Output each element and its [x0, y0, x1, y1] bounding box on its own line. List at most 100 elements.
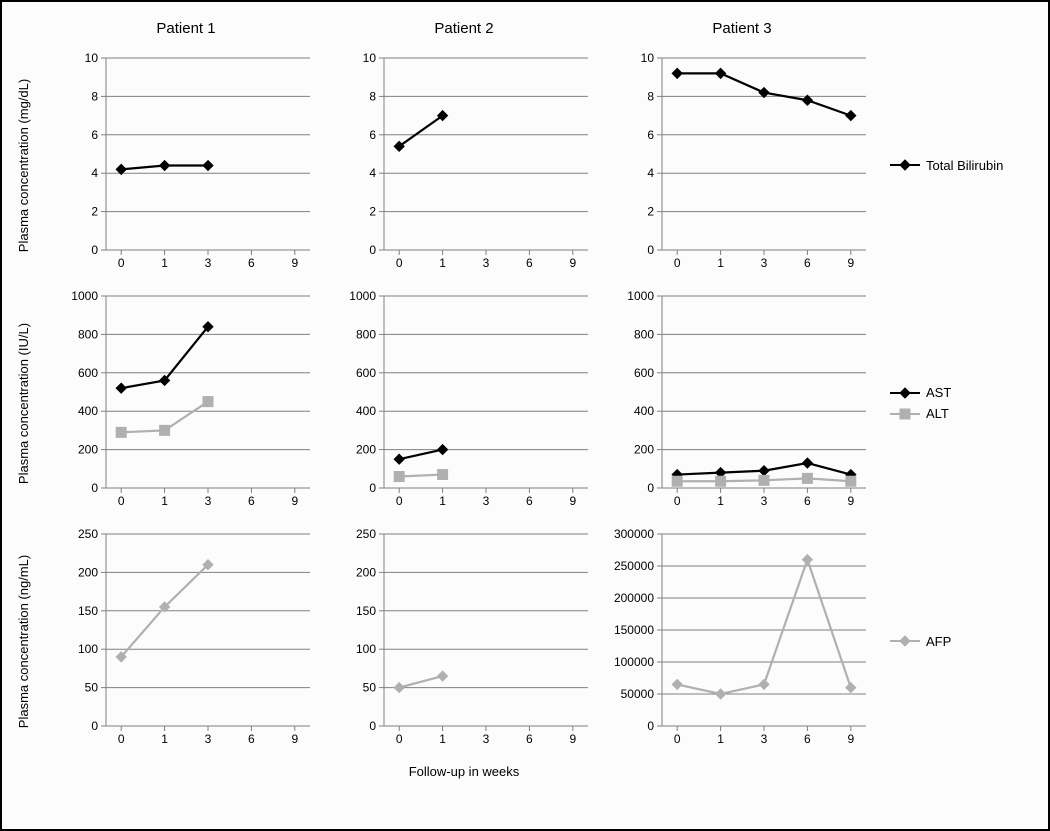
legend-row-3: AFP [890, 526, 1050, 756]
legend-label: Total Bilirubin [926, 158, 1003, 173]
svg-text:9: 9 [569, 494, 576, 508]
footer-spacer-1 [10, 764, 38, 794]
footer-spacer-3 [612, 764, 872, 794]
svg-text:200: 200 [356, 443, 376, 457]
svg-text:100: 100 [78, 642, 98, 656]
svg-text:100000: 100000 [614, 655, 654, 669]
col-title-3: Patient 3 [612, 20, 872, 37]
svg-text:6: 6 [647, 128, 654, 142]
svg-text:0: 0 [91, 719, 98, 733]
col-title-2: Patient 2 [334, 20, 594, 37]
svg-text:300000: 300000 [614, 527, 654, 541]
svg-text:0: 0 [369, 481, 376, 495]
svg-text:6: 6 [526, 732, 533, 746]
legend-swatch [890, 386, 920, 400]
svg-text:1: 1 [161, 256, 168, 270]
svg-text:600: 600 [634, 366, 654, 380]
svg-text:3: 3 [205, 256, 212, 270]
svg-text:1000: 1000 [71, 289, 98, 303]
svg-text:50: 50 [363, 681, 377, 695]
ylabel-row-3-text: Plasma concentration (ng/mL) [17, 554, 32, 727]
svg-text:1: 1 [161, 494, 168, 508]
svg-text:3: 3 [205, 732, 212, 746]
svg-text:800: 800 [634, 327, 654, 341]
svg-text:0: 0 [674, 256, 681, 270]
svg-text:4: 4 [647, 166, 654, 180]
svg-text:100: 100 [356, 642, 376, 656]
svg-text:1: 1 [439, 494, 446, 508]
svg-text:0: 0 [118, 494, 125, 508]
legend-item: ALT [890, 406, 1050, 421]
svg-text:6: 6 [804, 732, 811, 746]
chart-panel-r1-c1: 024681001369 [56, 50, 316, 280]
figure-container: Patient 1 Patient 2 Patient 3 Plasma con… [0, 0, 1050, 831]
svg-text:6: 6 [248, 256, 255, 270]
svg-text:0: 0 [369, 243, 376, 257]
svg-text:400: 400 [78, 404, 98, 418]
svg-text:50000: 50000 [621, 687, 655, 701]
svg-text:3: 3 [761, 732, 768, 746]
svg-text:9: 9 [569, 256, 576, 270]
header-right-spacer [890, 14, 1050, 42]
ylabel-row-2-text: Plasma concentration (IU/L) [17, 322, 32, 483]
x-axis-label: Follow-up in weeks [334, 764, 594, 779]
svg-text:9: 9 [847, 494, 854, 508]
svg-text:250: 250 [356, 527, 376, 541]
svg-text:800: 800 [356, 327, 376, 341]
svg-text:200: 200 [356, 565, 376, 579]
legend-swatch [890, 634, 920, 648]
ylabel-row-1-text: Plasma concentration (mg/dL) [17, 78, 32, 251]
svg-text:400: 400 [634, 404, 654, 418]
svg-text:10: 10 [85, 51, 99, 65]
svg-text:6: 6 [91, 128, 98, 142]
svg-text:2: 2 [91, 205, 98, 219]
svg-text:9: 9 [291, 494, 298, 508]
svg-text:9: 9 [569, 732, 576, 746]
svg-text:1000: 1000 [349, 289, 376, 303]
legend-item: Total Bilirubin [890, 158, 1050, 173]
chart-panel-r2-c2: 0200400600800100001369 [334, 288, 594, 518]
col-title-1: Patient 1 [56, 20, 316, 37]
legend-label: AST [926, 385, 951, 400]
legend-item: AST [890, 385, 1050, 400]
svg-text:200000: 200000 [614, 591, 654, 605]
svg-text:1: 1 [161, 732, 168, 746]
footer-spacer-4 [890, 764, 1050, 794]
svg-text:2: 2 [647, 205, 654, 219]
svg-text:8: 8 [647, 89, 654, 103]
svg-text:600: 600 [356, 366, 376, 380]
svg-text:0: 0 [91, 481, 98, 495]
svg-text:10: 10 [641, 51, 655, 65]
svg-text:0: 0 [674, 732, 681, 746]
svg-text:800: 800 [78, 327, 98, 341]
svg-text:10: 10 [363, 51, 377, 65]
svg-text:4: 4 [369, 166, 376, 180]
svg-text:3: 3 [483, 256, 490, 270]
svg-text:8: 8 [91, 89, 98, 103]
svg-text:9: 9 [847, 732, 854, 746]
legend-label: AFP [926, 634, 951, 649]
svg-text:0: 0 [647, 719, 654, 733]
chart-panel-r2-c3: 0200400600800100001369 [612, 288, 872, 518]
svg-text:1: 1 [439, 256, 446, 270]
svg-text:6: 6 [526, 256, 533, 270]
svg-text:6: 6 [804, 256, 811, 270]
svg-text:3: 3 [483, 732, 490, 746]
svg-text:9: 9 [291, 256, 298, 270]
svg-text:1: 1 [717, 732, 724, 746]
svg-text:6: 6 [369, 128, 376, 142]
svg-text:0: 0 [647, 243, 654, 257]
svg-text:6: 6 [804, 494, 811, 508]
svg-text:1: 1 [439, 732, 446, 746]
svg-text:6: 6 [248, 732, 255, 746]
svg-text:1: 1 [717, 256, 724, 270]
ylabel-row-2: Plasma concentration (IU/L) [10, 288, 38, 518]
svg-text:150000: 150000 [614, 623, 654, 637]
legend-label: ALT [926, 406, 949, 421]
svg-text:0: 0 [118, 732, 125, 746]
svg-text:3: 3 [205, 494, 212, 508]
footer-spacer-2 [56, 764, 316, 794]
svg-text:50: 50 [85, 681, 99, 695]
legend-swatch [890, 407, 920, 421]
svg-text:0: 0 [396, 494, 403, 508]
